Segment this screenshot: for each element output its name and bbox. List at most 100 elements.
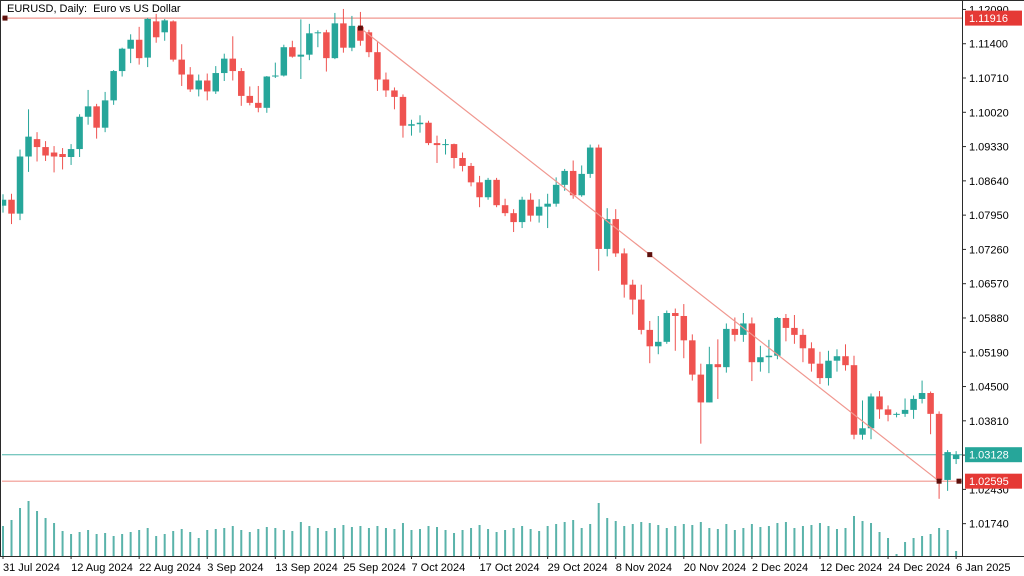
volume-bar [257, 529, 260, 556]
trendline-end-marker[interactable] [936, 478, 942, 484]
volume-bar [308, 526, 311, 556]
candle-body [59, 154, 66, 158]
candle-body [238, 71, 245, 96]
candle-body [672, 313, 679, 316]
axes-frame [0, 0, 1024, 557]
trendline-layer[interactable] [357, 25, 942, 484]
candle-body [433, 143, 441, 146]
candle-body [757, 357, 764, 363]
volume-bar [291, 531, 294, 556]
volume-bar [938, 528, 941, 556]
candle-body [76, 116, 83, 150]
chart-title: EURUSD, Daily: Euro vs US Dollar [7, 3, 181, 15]
candle-body [118, 48, 126, 72]
candle-body [731, 328, 739, 335]
candle-body [67, 149, 75, 158]
candle-body [774, 317, 781, 356]
candle-body [510, 213, 517, 223]
candle-body [127, 39, 134, 49]
volume-bar [282, 530, 285, 556]
trendline-start-marker[interactable] [357, 25, 363, 31]
y-axis-label: 1.04500 [969, 382, 1009, 394]
y-axis-label: 1.07260 [969, 244, 1009, 256]
candle-body [203, 80, 211, 92]
candle-body [169, 21, 177, 60]
candle-body [306, 33, 313, 55]
candle-body [152, 21, 160, 38]
volume-bar [648, 523, 651, 556]
volume-bar [733, 530, 736, 556]
volume-bar [682, 524, 685, 556]
candle-body [808, 348, 815, 364]
candle-body [450, 144, 458, 159]
y-axis-label: 1.08640 [969, 176, 1009, 188]
candle-body [901, 409, 909, 414]
candle-body [859, 428, 866, 435]
candle-body [740, 323, 747, 335]
volume-bar [461, 530, 464, 556]
support-line-anchor-marker[interactable] [956, 478, 962, 484]
volume-bar [155, 536, 158, 556]
volume-bar [427, 526, 430, 556]
volume-bar [784, 522, 787, 556]
trendline-mid-marker[interactable] [647, 252, 653, 258]
volume-bar [563, 522, 566, 556]
volume-bar [691, 525, 694, 556]
candle-body [655, 341, 662, 347]
volume-bar [853, 516, 855, 556]
candle-body [697, 374, 705, 403]
time-axis[interactable]: 31 Jul 2024 12 Aug 2024 22 Aug 2024 3 Sep 2… [2, 556, 1011, 574]
candle-body [110, 71, 117, 101]
candle-body [646, 329, 654, 347]
volume-bar [129, 532, 132, 556]
candle-body [952, 454, 960, 460]
volume-bar [299, 522, 302, 556]
volume-bar [453, 533, 456, 556]
current-price-badge [965, 447, 1022, 463]
candle-body [25, 136, 32, 157]
volume-bar [19, 508, 22, 556]
volume-bar [580, 528, 583, 556]
volume-bar [384, 528, 387, 556]
x-axis-label: 3 Sep 2024 [207, 562, 263, 574]
candle-body [535, 206, 543, 216]
candle-body [16, 156, 24, 214]
volume-bar [725, 524, 728, 556]
x-axis-label: 6 Jan 2025 [956, 562, 1010, 574]
candle-body [144, 18, 151, 58]
volume-bar [223, 528, 226, 556]
volume-bar [606, 518, 609, 556]
candle-body [876, 396, 883, 410]
candle-body [8, 199, 15, 214]
candle-body [357, 26, 364, 41]
volume-bar [376, 526, 379, 556]
volume-bar [172, 531, 175, 556]
volume-bar [393, 529, 396, 556]
candle-body [586, 147, 594, 174]
volume-bar [206, 530, 209, 556]
volume-bar [163, 534, 166, 556]
volume-bar [895, 554, 898, 556]
volume-bar [248, 532, 251, 556]
x-axis-label: 8 Nov 2024 [616, 562, 672, 574]
volume-bar [716, 529, 719, 556]
resistance-line-layer[interactable] [2, 15, 962, 21]
resistance-line-anchor-marker[interactable] [2, 15, 8, 21]
candle-body [552, 184, 560, 204]
candle-body [476, 182, 483, 198]
candle-body [833, 356, 841, 361]
volume-bar [946, 530, 949, 556]
candle-body [680, 315, 688, 341]
volume-bar [95, 534, 98, 556]
volume-bar [640, 522, 643, 556]
volume-bar [436, 527, 439, 556]
support-line-layer[interactable] [2, 478, 962, 484]
volume-bar [274, 528, 277, 556]
candle-body [714, 364, 722, 368]
y-axis-label: 1.05190 [969, 347, 1009, 359]
volume-bar [44, 518, 47, 556]
candle-body [84, 106, 92, 117]
volume-bar [818, 523, 821, 556]
